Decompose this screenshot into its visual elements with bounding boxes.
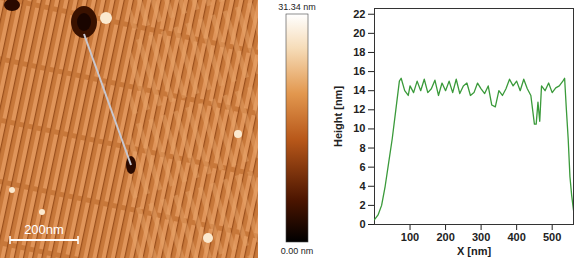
svg-text:200nm: 200nm [24,222,64,237]
svg-text:22: 22 [353,8,365,20]
svg-text:6: 6 [359,161,365,173]
svg-text:8: 8 [359,142,365,154]
svg-text:Height [nm]: Height [nm] [332,86,344,147]
svg-text:2: 2 [359,199,365,211]
svg-text:500: 500 [543,231,561,243]
svg-text:4: 4 [359,180,366,192]
svg-text:400: 400 [507,231,525,243]
svg-text:300: 300 [472,231,490,243]
svg-text:12: 12 [353,103,365,115]
svg-text:0.00 nm: 0.00 nm [281,246,314,256]
svg-text:10: 10 [353,122,365,134]
svg-text:200: 200 [436,231,454,243]
svg-text:X [nm]: X [nm] [457,245,492,257]
svg-text:100: 100 [401,231,419,243]
svg-text:16: 16 [353,65,365,77]
svg-text:20: 20 [353,27,365,39]
svg-text:14: 14 [353,84,366,96]
svg-text:18: 18 [353,46,365,58]
svg-text:31.34 nm: 31.34 nm [278,2,316,12]
svg-text:0: 0 [359,218,365,230]
